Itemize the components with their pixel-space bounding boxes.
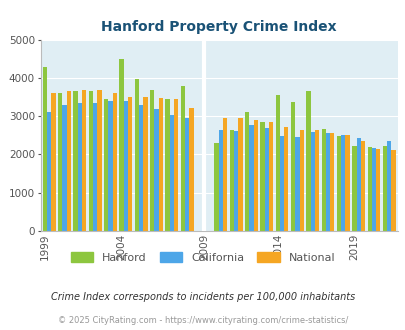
Bar [184,118,189,231]
Bar [253,120,257,231]
Bar [249,125,253,231]
Bar [173,99,178,231]
Bar [180,86,184,231]
Bar [143,97,147,231]
Bar [386,141,390,231]
Title: Hanford Property Crime Index: Hanford Property Crime Index [101,20,336,34]
Bar [260,122,264,231]
Bar [112,93,117,231]
Bar [233,131,238,231]
Bar [149,90,154,231]
Bar [238,118,242,231]
Bar [299,130,303,231]
Bar [82,90,86,231]
Bar [336,136,340,231]
Bar [310,132,314,231]
Bar [356,138,360,231]
Bar [345,135,349,231]
Bar [375,149,379,231]
Bar [314,130,318,231]
Bar [294,137,299,231]
Bar [371,148,375,231]
Bar [93,103,97,231]
Bar [305,91,310,231]
Bar [321,129,325,231]
Bar [104,99,108,231]
Bar [382,147,386,231]
Bar [154,109,158,231]
Bar [189,108,193,231]
Bar [169,115,173,231]
Bar [222,118,227,231]
Bar [329,133,334,231]
Bar [43,67,47,231]
Bar [124,101,128,231]
Bar [62,106,66,231]
Bar [58,93,62,231]
Bar [325,133,329,231]
Text: © 2025 CityRating.com - https://www.cityrating.com/crime-statistics/: © 2025 CityRating.com - https://www.city… [58,315,347,325]
Bar [134,79,139,231]
Bar [352,146,356,231]
Bar [66,91,71,231]
Bar [284,127,288,231]
Bar [367,147,371,231]
Bar [47,112,51,231]
Bar [51,93,55,231]
Bar [244,112,249,231]
Bar [119,59,124,231]
Bar [275,95,279,231]
Bar [268,122,273,231]
Bar [264,128,268,231]
Bar [279,136,283,231]
Bar [214,143,218,231]
Bar [218,130,222,231]
Bar [77,103,82,231]
Bar [360,141,364,231]
Bar [158,98,162,231]
Bar [340,135,345,231]
Bar [390,150,395,231]
Legend: Hanford, California, National: Hanford, California, National [66,248,339,267]
Bar [108,101,112,231]
Bar [139,105,143,231]
Text: Crime Index corresponds to incidents per 100,000 inhabitants: Crime Index corresponds to incidents per… [51,292,354,302]
Bar [229,130,233,231]
Bar [73,91,77,231]
Bar [88,91,93,231]
Bar [97,90,101,231]
Bar [165,99,169,231]
Bar [128,97,132,231]
Bar [290,102,294,231]
